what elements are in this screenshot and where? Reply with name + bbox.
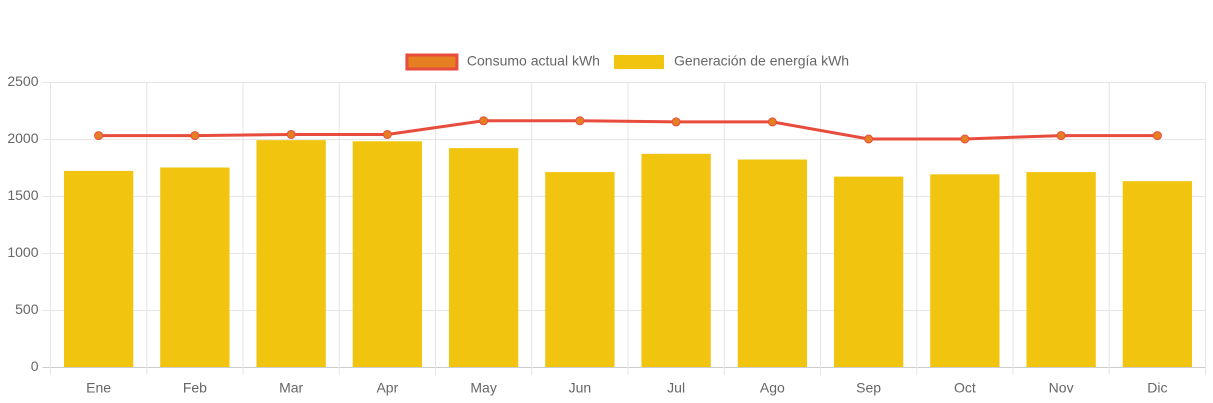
x-tick-label: Nov: [1049, 380, 1074, 396]
point: [479, 116, 489, 126]
point: [1152, 131, 1162, 141]
point: [286, 129, 296, 139]
y-tick-label: 2000: [7, 130, 38, 146]
x-tick-label: Jul: [667, 380, 685, 396]
x-tick-label: Oct: [954, 380, 976, 396]
legend-item: Consumo actual kWh: [405, 53, 600, 71]
legend-item: Generación de energía kWh: [613, 53, 849, 69]
bar: [641, 153, 711, 367]
bar: [1122, 181, 1193, 367]
x-tick-label: Ago: [760, 380, 785, 396]
point: [960, 134, 970, 144]
y-tick-label: 1000: [7, 244, 38, 260]
point: [94, 131, 104, 141]
x-tick-label: Ene: [86, 380, 111, 396]
bar: [833, 176, 904, 367]
bar: [352, 141, 423, 367]
bar: [160, 167, 230, 367]
point: [575, 116, 585, 126]
bar: [63, 170, 134, 367]
point: [190, 131, 200, 141]
x-tick-label: Apr: [376, 380, 398, 396]
x-tick-label: Dic: [1147, 380, 1167, 396]
point: [1056, 131, 1066, 141]
line: [98, 119, 1158, 141]
legend-swatch: [405, 53, 459, 71]
y-tick-label: 1500: [7, 187, 38, 203]
legend-swatch: [613, 55, 664, 69]
bar: [448, 148, 519, 367]
point: [767, 117, 777, 127]
legend-label: Generación de energía kWh: [674, 53, 849, 69]
x-tick-label: Jun: [569, 380, 592, 396]
x-tick-label: May: [470, 380, 496, 396]
bar: [1026, 172, 1096, 367]
bar: [737, 159, 808, 367]
grid: [42, 82, 1206, 375]
x-tick-label: Feb: [183, 380, 207, 396]
y-tick-label: 2500: [7, 73, 38, 89]
bar: [256, 140, 326, 367]
x-tick-label: Mar: [279, 380, 303, 396]
point: [864, 134, 874, 144]
point: [671, 117, 681, 127]
bar: [545, 172, 615, 367]
y-tick-label: 500: [15, 301, 39, 317]
point: [382, 129, 392, 139]
legend-label: Consumo actual kWh: [467, 53, 600, 69]
y-tick-label: 0: [31, 358, 39, 374]
bar: [930, 174, 1000, 367]
legend: Consumo actual kWh Generación de energía …: [405, 53, 849, 71]
x-tick-label: Sep: [856, 380, 881, 396]
